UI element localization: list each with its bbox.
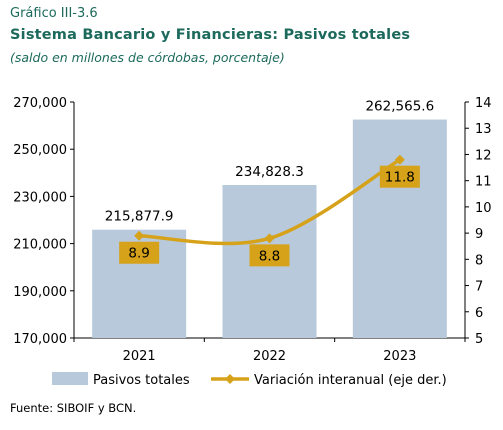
x-tick-label: 2023 bbox=[383, 349, 416, 364]
chart-subtitle: (saldo en millones de córdobas, porcenta… bbox=[10, 50, 285, 65]
y-right-tick-label: 13 bbox=[475, 122, 492, 137]
variacion-point bbox=[264, 233, 275, 244]
variacion-value-label: 8.9 bbox=[128, 246, 149, 262]
legend-label-variacion: Variación interanual (eje der.) bbox=[254, 373, 447, 388]
bar-value-label: 262,565.6 bbox=[365, 99, 434, 115]
y-left-tick-label: 270,000 bbox=[13, 96, 67, 111]
bar-pasivos-totales bbox=[352, 119, 447, 338]
variacion-value-label: 11.8 bbox=[385, 170, 415, 186]
y-right-tick-label: 12 bbox=[475, 148, 492, 163]
legend-marker-variacion bbox=[225, 374, 235, 384]
y-right-tick-label: 10 bbox=[475, 201, 492, 216]
variacion-value-label: 8.8 bbox=[259, 248, 280, 264]
chart-title: Sistema Bancario y Financieras: Pasivos … bbox=[10, 27, 411, 43]
y-left-tick-label: 230,000 bbox=[13, 190, 67, 205]
chart-number: Gráfico III-3.6 bbox=[10, 6, 98, 21]
y-left-tick-label: 170,000 bbox=[13, 332, 67, 347]
y-left-tick-label: 250,000 bbox=[13, 143, 67, 158]
y-left-tick-label: 210,000 bbox=[13, 238, 67, 253]
y-right-tick-label: 14 bbox=[475, 96, 492, 111]
variacion-point bbox=[394, 154, 405, 165]
variacion-label-box bbox=[119, 241, 160, 264]
legend-swatch-pasivos bbox=[52, 372, 88, 385]
legend-label-pasivos: Pasivos totales bbox=[93, 373, 190, 388]
y-right-tick-label: 5 bbox=[475, 332, 483, 347]
y-right-tick-label: 11 bbox=[475, 175, 492, 190]
chart-canvas: 170,000 190,000 210,000 230,000 250,000 270,0… bbox=[13, 96, 492, 388]
y-right-tick-label: 7 bbox=[475, 280, 483, 295]
variacion-label-box bbox=[379, 165, 420, 188]
y-right-tick-label: 9 bbox=[475, 227, 483, 242]
bar-value-label: 215,877.9 bbox=[105, 209, 174, 225]
source-note: Fuente: SIBOIF y BCN. bbox=[10, 401, 137, 415]
y-right-tick-label: 6 bbox=[475, 306, 483, 321]
y-left-tick-label: 190,000 bbox=[13, 285, 67, 300]
y-right-tick-label: 8 bbox=[475, 253, 483, 268]
x-tick-label: 2022 bbox=[253, 349, 286, 364]
bar-value-label: 234,828.3 bbox=[235, 164, 304, 180]
x-tick-label: 2021 bbox=[123, 349, 156, 364]
variacion-point bbox=[134, 230, 145, 241]
variacion-label-box bbox=[249, 244, 290, 267]
